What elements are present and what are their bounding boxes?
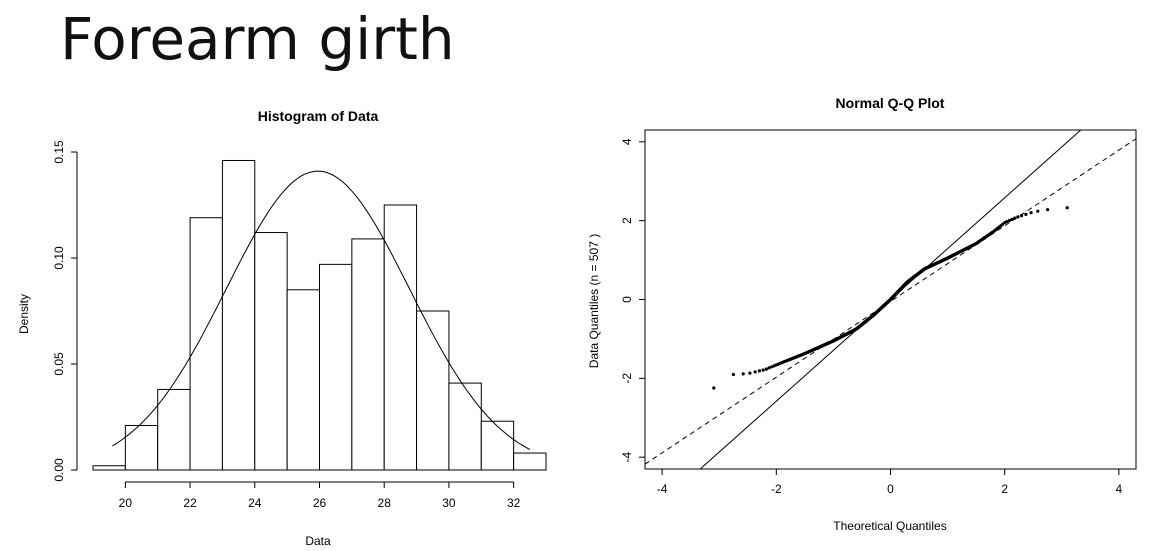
qq-point bbox=[1029, 211, 1033, 215]
histogram-bar bbox=[221, 159, 256, 471]
qq-point bbox=[1005, 220, 1009, 224]
qq-point bbox=[712, 386, 716, 390]
histogram-x-tick-label: 20 bbox=[119, 496, 133, 510]
histogram-bar bbox=[448, 382, 482, 471]
qq-point bbox=[1036, 209, 1040, 213]
qq-point bbox=[1024, 212, 1028, 216]
qq-point bbox=[1007, 219, 1011, 223]
histogram-bar bbox=[383, 204, 418, 471]
qq-point bbox=[741, 372, 745, 376]
histogram-bar bbox=[416, 310, 450, 471]
qq-y-tick-label: -2 bbox=[620, 373, 634, 384]
histogram-bar bbox=[124, 424, 159, 471]
qq-y-tick-label: 4 bbox=[620, 138, 634, 145]
histogram-x-tick-label: 28 bbox=[378, 496, 392, 510]
histogram-chart: Histogram of Data 20 22 24 26 28 30 32 0.000.0… bbox=[17, 108, 547, 548]
histogram-y-tick-label: 0.05 bbox=[52, 352, 66, 376]
qq-y-tick-label: 0 bbox=[620, 296, 634, 303]
qq-x-axis: -4 -2 0 2 4 bbox=[657, 469, 1123, 496]
qq-dashed-line bbox=[644, 138, 1137, 465]
histogram-y-axis: 0.00 0.05 0.10 0.15 bbox=[52, 140, 78, 482]
qq-x-tick-label: 4 bbox=[1116, 482, 1123, 496]
histogram-bar bbox=[92, 465, 126, 471]
histogram-x-label: Data bbox=[305, 534, 331, 548]
histogram-bar bbox=[254, 232, 288, 471]
qq-point bbox=[764, 367, 768, 371]
qq-point bbox=[1046, 208, 1050, 212]
qq-point bbox=[1016, 215, 1020, 219]
histogram-y-label: Density bbox=[17, 294, 31, 334]
histogram-bar bbox=[189, 217, 223, 471]
qq-point bbox=[731, 372, 736, 377]
histogram-bar bbox=[480, 420, 515, 471]
histogram-bar bbox=[157, 388, 191, 471]
histogram-x-tick-label: 32 bbox=[507, 496, 521, 510]
qq-x-label: Theoretical Quantiles bbox=[833, 519, 946, 533]
histogram-bars bbox=[92, 159, 547, 471]
histogram-bar bbox=[286, 289, 320, 471]
histogram-x-axis: 20 22 24 26 28 30 32 bbox=[119, 481, 521, 510]
qq-point bbox=[1010, 217, 1014, 221]
qq-x-tick-label: 2 bbox=[1001, 482, 1008, 496]
histogram-x-tick-label: 22 bbox=[183, 496, 197, 510]
histogram-y-tick-label: 0.10 bbox=[52, 246, 66, 270]
qq-point bbox=[770, 365, 774, 369]
density-curve bbox=[112, 170, 531, 450]
qq-plot-title: Normal Q-Q Plot bbox=[836, 95, 945, 111]
qq-point bbox=[748, 371, 752, 375]
qq-x-tick-label: -2 bbox=[771, 482, 782, 496]
qq-point bbox=[757, 369, 762, 373]
histogram-x-tick-label: 30 bbox=[442, 496, 456, 510]
histogram-bar bbox=[319, 263, 353, 471]
histogram-x-tick-label: 26 bbox=[313, 496, 327, 510]
qq-point bbox=[761, 368, 765, 372]
qq-y-tick-label: -4 bbox=[620, 452, 634, 463]
histogram-x-tick-label: 24 bbox=[248, 496, 262, 510]
histogram-y-tick-label: 0.15 bbox=[52, 140, 66, 164]
qq-point bbox=[767, 366, 771, 370]
qq-x-tick-label: -4 bbox=[657, 482, 668, 496]
qq-y-tick-label: 2 bbox=[620, 217, 634, 224]
qq-point bbox=[753, 370, 757, 374]
histogram-bar bbox=[351, 238, 385, 471]
qq-point bbox=[1020, 214, 1024, 218]
histogram-y-tick-label: 0.00 bbox=[52, 458, 66, 482]
qq-points bbox=[712, 206, 1069, 390]
qq-plot-chart: Normal Q-Q Plot -4 -2 0 2 4 -4 -2 0 2 4 Theoreti… bbox=[587, 95, 1137, 533]
slide-title: Forearm girth bbox=[60, 5, 455, 73]
qq-x-tick-label: 0 bbox=[887, 482, 894, 496]
qq-y-label: Data Quantiles (n = 507 ) bbox=[587, 234, 601, 368]
qq-point bbox=[1065, 206, 1069, 210]
histogram-bar bbox=[513, 452, 547, 471]
histogram-title: Histogram of Data bbox=[258, 108, 379, 124]
qq-point bbox=[1013, 216, 1017, 220]
qq-y-axis: -4 -2 0 2 4 bbox=[620, 138, 645, 463]
